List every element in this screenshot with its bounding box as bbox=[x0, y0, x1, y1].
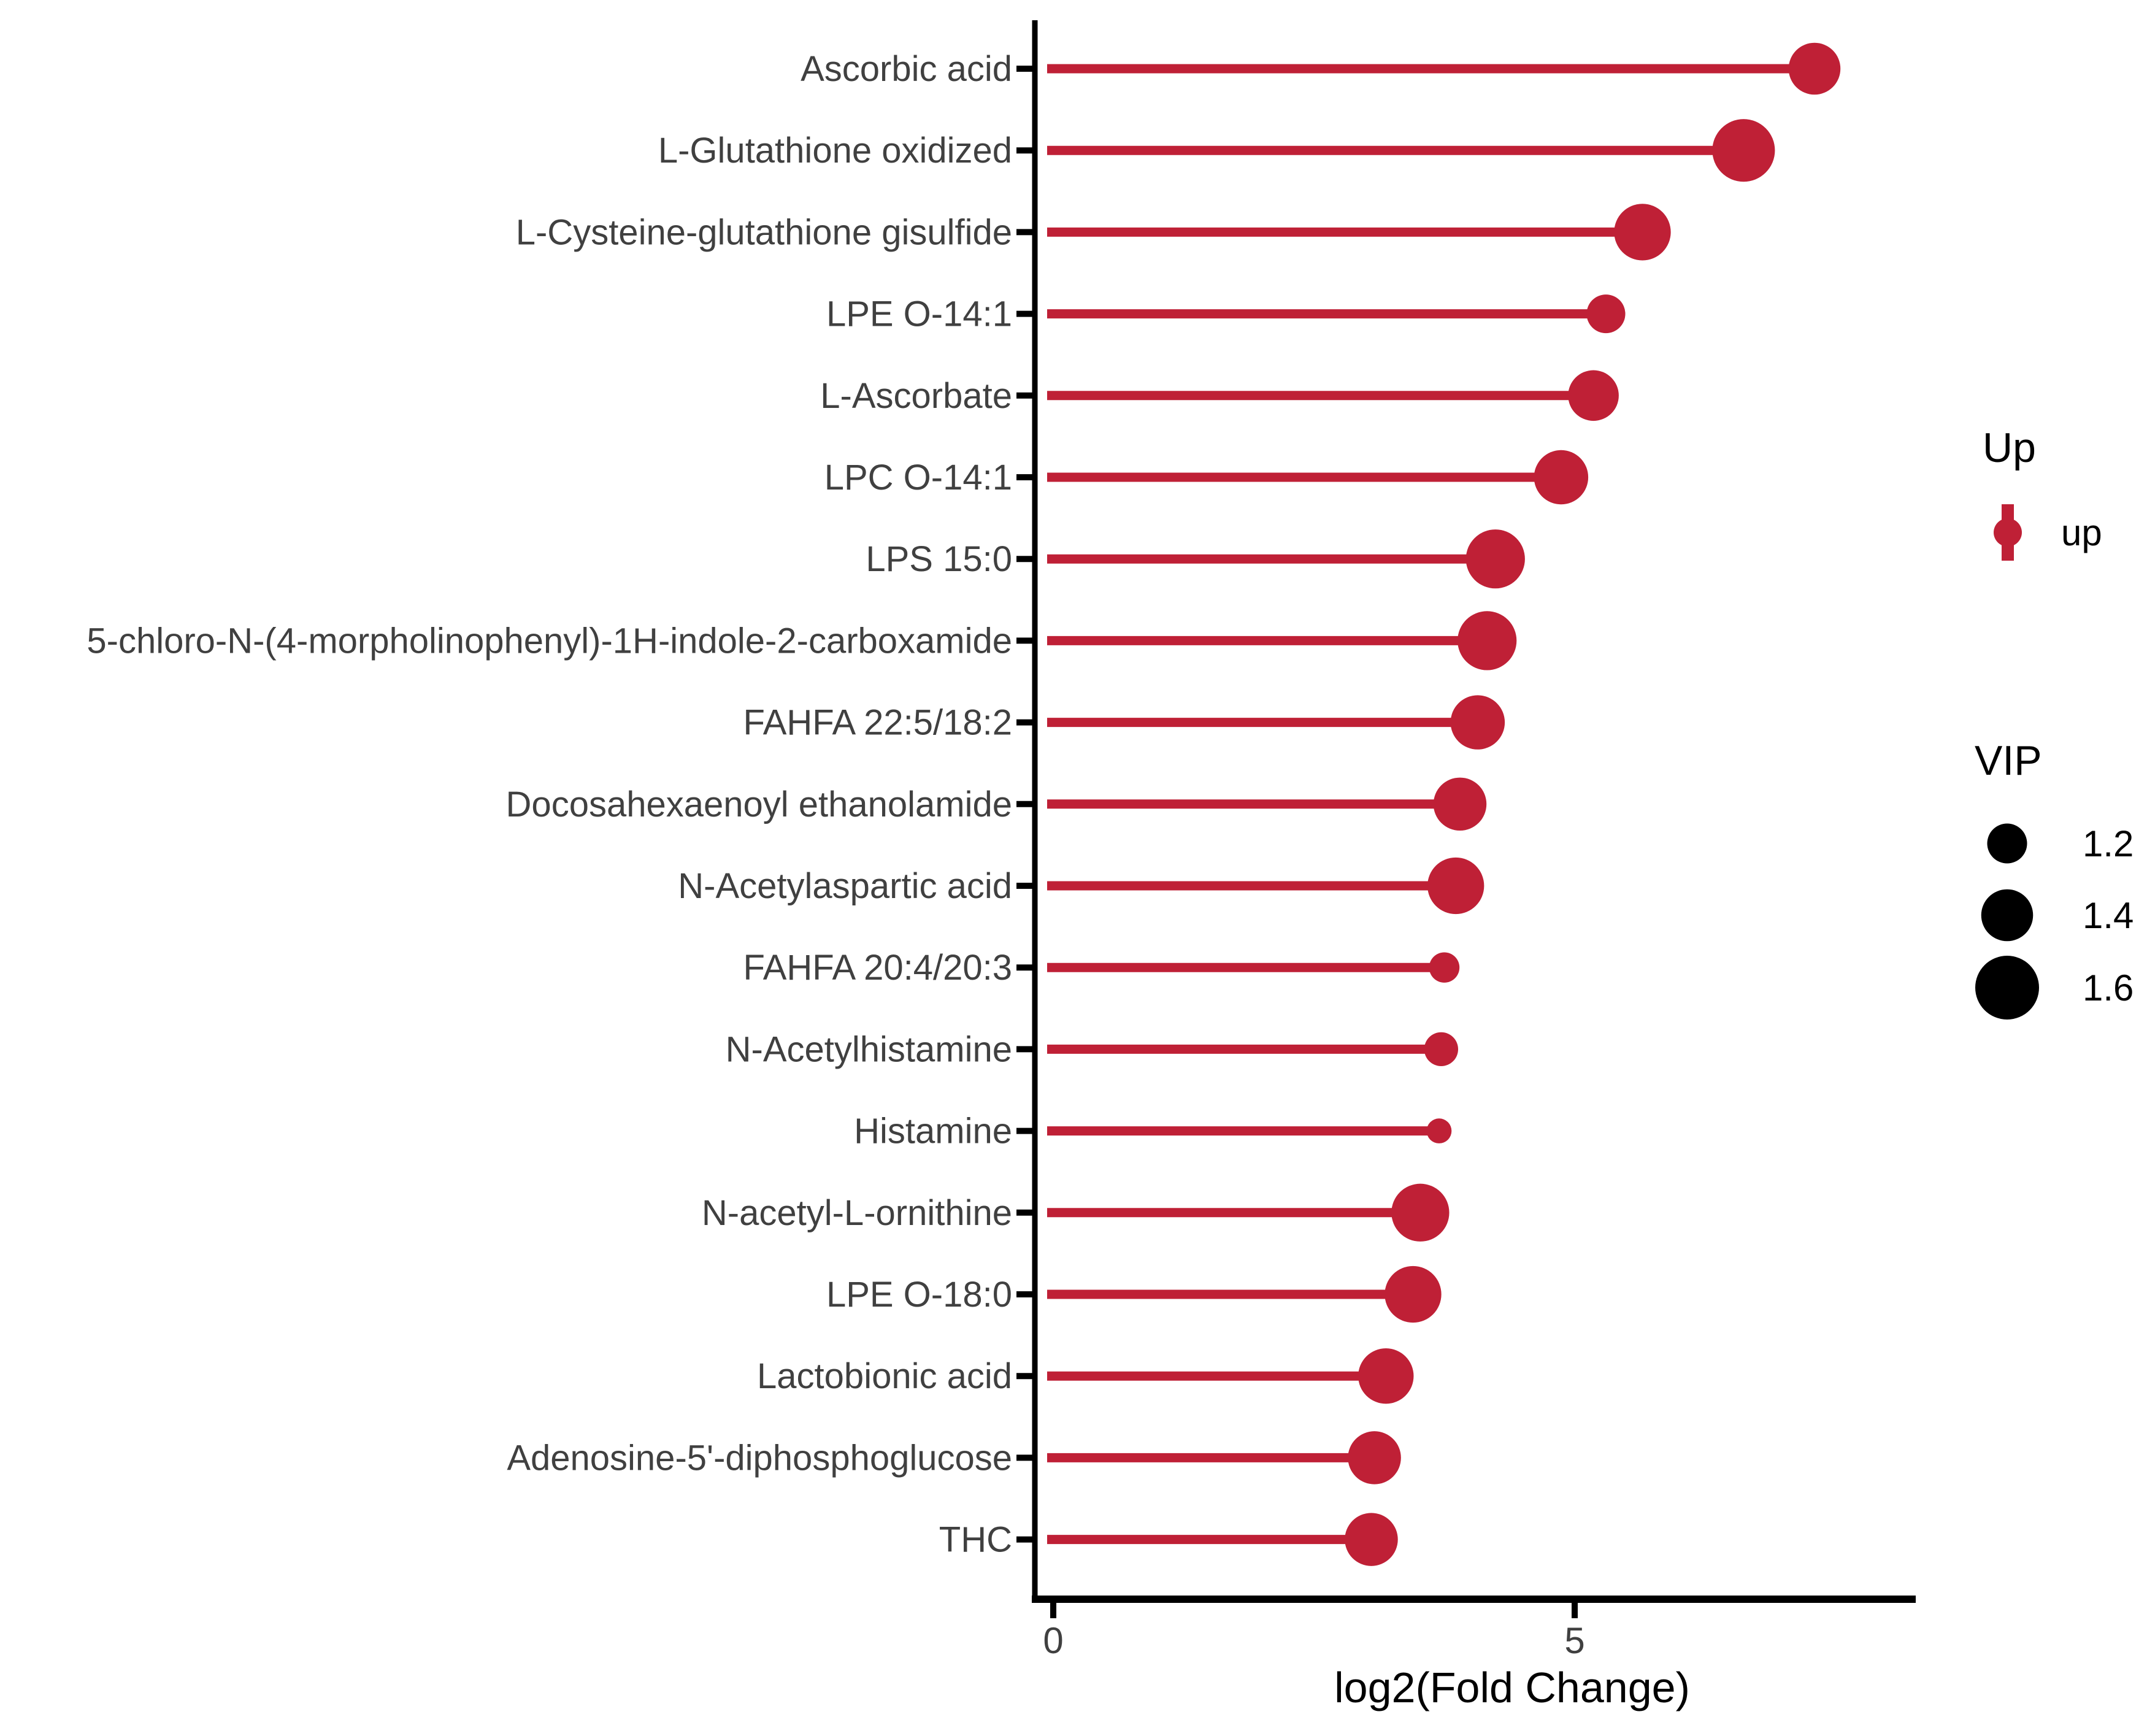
legend-vip-circles bbox=[1975, 823, 2039, 1020]
lollipop-dot bbox=[1345, 1513, 1398, 1566]
legend-key-dot bbox=[1994, 518, 2022, 547]
x-axis-title: log2(Fold Change) bbox=[1334, 1664, 1690, 1711]
lollipop-dot bbox=[1385, 1266, 1442, 1323]
y-axis-label: N-Acetylaspartic acid bbox=[678, 866, 1012, 906]
y-axis-label: THC bbox=[939, 1520, 1012, 1560]
lollipop-dot bbox=[1391, 1183, 1450, 1242]
lollipop-dot bbox=[1458, 611, 1517, 670]
lollipop-dot bbox=[1568, 370, 1619, 421]
y-axis-label: LPE O-14:1 bbox=[826, 294, 1012, 334]
legend-vip-title: VIP bbox=[1975, 737, 2042, 784]
lollipop-dot bbox=[1534, 450, 1589, 505]
lollipop-dot bbox=[1358, 1348, 1414, 1404]
legend-vip-circle bbox=[1981, 889, 2034, 942]
legend-vip: VIP 1.2 1.4 1.6 bbox=[1975, 737, 2134, 1020]
lollipop-dot bbox=[1586, 294, 1626, 334]
legend-vip-label-3: 1.6 bbox=[2083, 967, 2134, 1008]
lollipop-dot bbox=[1426, 1118, 1452, 1143]
y-axis-label: Lactobionic acid bbox=[757, 1356, 1012, 1396]
x-axis-ticks: 0 5 bbox=[1043, 1599, 1585, 1661]
x-tick-label-5: 5 bbox=[1564, 1620, 1584, 1661]
y-axis-label: L-Glutathione oxidized bbox=[658, 131, 1012, 171]
lollipop-dot bbox=[1433, 777, 1487, 831]
lollipop-rows: Ascorbic acid L-Glutathione oxidized L-Cys… bbox=[86, 42, 1841, 1566]
y-axis-label: Ascorbic acid bbox=[801, 49, 1012, 89]
y-axis-label: Adenosine-5'-diphosphoglucose bbox=[507, 1438, 1012, 1478]
lollipop-dot bbox=[1465, 529, 1525, 589]
lollipop-dot bbox=[1712, 119, 1775, 182]
legend-up-item-label: up bbox=[2061, 512, 2102, 553]
y-axis-label: FAHFA 22:5/18:2 bbox=[743, 703, 1012, 743]
y-axis-label: L-Cysteine-glutathione gisulfide bbox=[516, 212, 1012, 252]
y-axis-label: N-Acetylhistamine bbox=[726, 1029, 1012, 1069]
y-axis-label: L-Ascorbate bbox=[820, 376, 1012, 416]
legend-up-title: Up bbox=[1983, 424, 2036, 471]
y-axis-label: LPS 15:0 bbox=[866, 539, 1012, 579]
lollipop-dot bbox=[1429, 952, 1460, 983]
legend-vip-circle bbox=[1987, 823, 2027, 864]
lollipop-dot bbox=[1450, 695, 1505, 750]
y-axis-label: 5-chloro-N-(4-morpholinophenyl)-1H-indol… bbox=[86, 621, 1012, 661]
legend-vip-label-2: 1.4 bbox=[2083, 895, 2134, 936]
x-tick-label-0: 0 bbox=[1043, 1620, 1063, 1661]
lollipop-dot bbox=[1348, 1431, 1401, 1484]
y-axis-label: FAHFA 20:4/20:3 bbox=[743, 948, 1012, 988]
lollipop-dot bbox=[1424, 1032, 1459, 1067]
y-axis-label: LPE O-18:0 bbox=[826, 1275, 1012, 1315]
legend-up: Up up bbox=[1983, 424, 2102, 561]
axes bbox=[1032, 20, 1916, 1603]
lollipop-dot bbox=[1614, 204, 1671, 261]
legend-vip-circle bbox=[1975, 956, 2039, 1020]
y-axis-label: Histamine bbox=[854, 1112, 1012, 1151]
y-axis-label: LPC O-14:1 bbox=[824, 458, 1012, 497]
y-axis-label: N-acetyl-L-ornithine bbox=[702, 1193, 1012, 1233]
legend-up-key-icon bbox=[1994, 504, 2022, 561]
legend-vip-label-1: 1.2 bbox=[2083, 823, 2134, 864]
lollipop-dot bbox=[1788, 42, 1841, 95]
y-axis-label: Docosahexaenoyl ethanolamide bbox=[506, 785, 1012, 824]
lollipop-dot bbox=[1427, 857, 1484, 915]
